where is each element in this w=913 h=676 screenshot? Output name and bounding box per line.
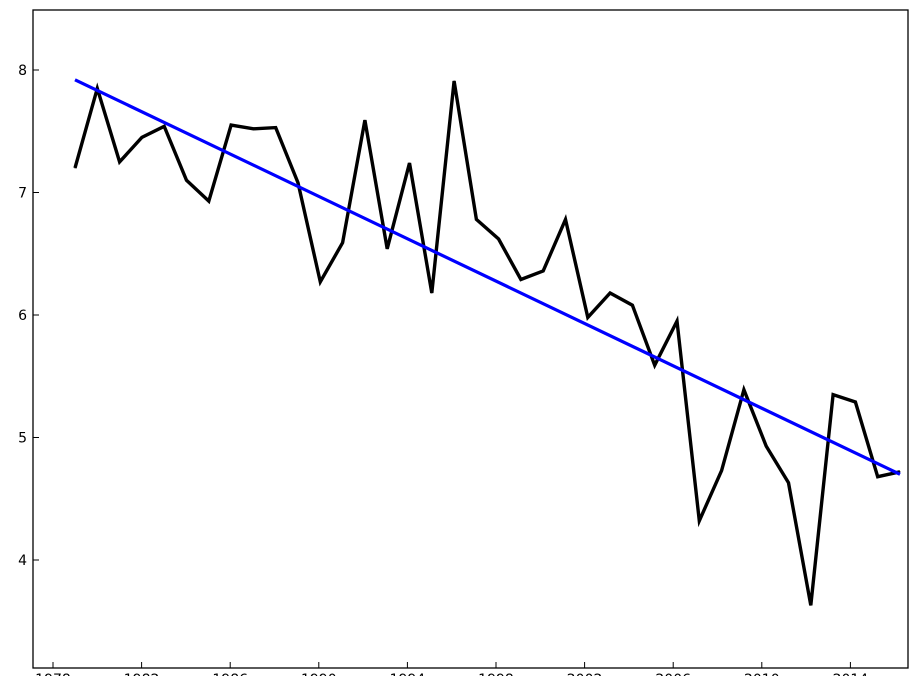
data-point bbox=[186, 179, 187, 181]
chart-series bbox=[73, 78, 901, 606]
data-point bbox=[854, 401, 856, 403]
data-point bbox=[877, 476, 879, 478]
y-tick-label: 5 bbox=[18, 431, 27, 447]
data-point bbox=[565, 218, 566, 220]
data-point bbox=[743, 389, 745, 391]
x-tick-label: 1990 bbox=[301, 672, 337, 676]
data-point bbox=[275, 127, 277, 129]
trend-line bbox=[74, 78, 901, 476]
data-point bbox=[252, 128, 254, 130]
x-tick-label: 1982 bbox=[124, 672, 160, 676]
data-point bbox=[119, 161, 121, 163]
x-tick-label: 1986 bbox=[212, 672, 248, 676]
data-point bbox=[319, 281, 321, 283]
data-point bbox=[654, 364, 656, 366]
data-point bbox=[342, 242, 344, 244]
x-tick-label: 1998 bbox=[478, 672, 514, 676]
data-point bbox=[230, 124, 232, 126]
x-tick-label: 2006 bbox=[655, 672, 691, 676]
y-tick-label: 8 bbox=[18, 63, 27, 79]
data-point bbox=[810, 604, 812, 606]
data-point bbox=[698, 520, 700, 522]
series-line bbox=[73, 80, 901, 606]
data-point bbox=[631, 304, 633, 306]
y-axis-ticks: 4 5 6 7 8 bbox=[18, 63, 39, 569]
y-tick-label: 6 bbox=[18, 308, 27, 324]
data-point bbox=[74, 167, 76, 169]
data-point bbox=[788, 482, 789, 484]
x-tick-label: 2010 bbox=[744, 672, 780, 676]
data-point bbox=[587, 316, 589, 318]
data-point bbox=[676, 320, 678, 322]
x-axis-ticks: 1978 1982 1986 1990 1994 1998 2002 2006 2010 2014 bbox=[35, 662, 868, 676]
data-point bbox=[364, 119, 366, 121]
data-point bbox=[141, 136, 143, 138]
data-point bbox=[765, 445, 767, 447]
data-point bbox=[431, 292, 433, 294]
data-point bbox=[208, 200, 210, 202]
y-tick-label: 4 bbox=[18, 553, 27, 569]
data-point bbox=[453, 80, 455, 82]
y-tick-label: 7 bbox=[18, 186, 27, 202]
x-tick-label: 2014 bbox=[833, 672, 869, 676]
data-point bbox=[721, 470, 723, 472]
data-point bbox=[832, 394, 834, 396]
data-point bbox=[409, 162, 410, 164]
data-point bbox=[609, 292, 611, 294]
x-tick-label: 1994 bbox=[390, 672, 426, 676]
data-point bbox=[498, 238, 500, 240]
data-point bbox=[386, 248, 388, 250]
data-point bbox=[899, 471, 901, 473]
x-tick-label: 2002 bbox=[567, 672, 603, 676]
data-point bbox=[542, 270, 544, 272]
x-tick-label: 1978 bbox=[35, 672, 71, 676]
data-point bbox=[475, 218, 477, 220]
data-point bbox=[163, 125, 165, 127]
data-point bbox=[520, 279, 522, 280]
data-point bbox=[297, 182, 299, 184]
plot-frame bbox=[32, 9, 909, 669]
